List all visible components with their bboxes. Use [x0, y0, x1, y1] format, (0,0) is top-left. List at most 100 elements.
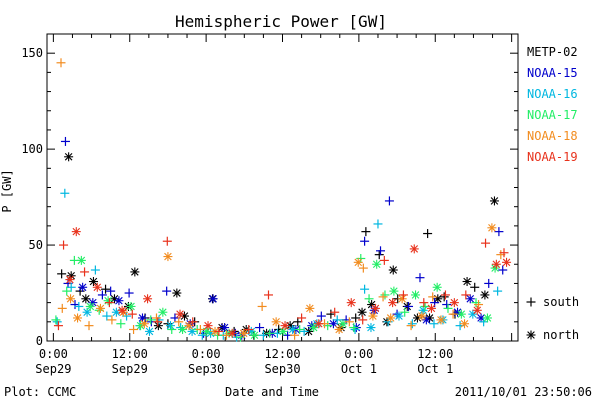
south-point: [151, 313, 161, 323]
north-point: [502, 257, 512, 267]
north-point: [143, 294, 153, 304]
south-point: [66, 282, 76, 292]
south-point: [106, 286, 116, 296]
north-point: [388, 298, 398, 308]
south-point: [379, 255, 389, 265]
south-point: [170, 313, 180, 323]
south-point: [499, 248, 509, 258]
x-tick-time-label: 12:00: [112, 347, 148, 361]
south-point: [461, 290, 471, 300]
south-point: [380, 290, 390, 300]
north-point: [280, 321, 290, 331]
north-point: [426, 303, 436, 313]
legend-entry: NOAA-15: [527, 66, 578, 80]
north-marker-legend: [526, 330, 536, 340]
south-point: [265, 328, 275, 338]
north-point: [366, 323, 376, 333]
south-point: [420, 301, 430, 311]
south-point: [101, 284, 111, 294]
y-tick-label: 150: [21, 46, 43, 60]
south-point: [97, 290, 107, 300]
south-point: [258, 330, 268, 340]
south-point: [474, 300, 484, 310]
south-point: [60, 136, 70, 146]
south-point: [361, 227, 371, 237]
south-point: [272, 328, 282, 338]
south-point: [124, 288, 134, 298]
north-point: [184, 321, 194, 331]
south-point: [57, 303, 67, 313]
north-point: [305, 303, 315, 313]
north-point: [386, 313, 396, 323]
north-point: [338, 319, 348, 329]
north-point: [220, 323, 230, 333]
footer-timestamp: 2011/10/01 23:50:06: [455, 385, 592, 399]
south-point: [57, 269, 67, 279]
marker-legend-label: north: [543, 328, 579, 342]
north-point: [163, 252, 173, 262]
south-point: [197, 330, 207, 340]
south-point: [481, 238, 491, 248]
south-point: [127, 309, 137, 319]
north-point: [78, 282, 88, 292]
south-point: [153, 317, 163, 327]
south-point: [358, 263, 368, 273]
legend-entry: NOAA-18: [527, 129, 578, 143]
north-point: [114, 296, 124, 306]
south-point: [423, 229, 433, 239]
south-point: [448, 309, 458, 319]
series-legend: METP-02 NOAA-15 NOAA-16 NOAA-17 NOAA-18 NOAA-…: [527, 45, 578, 164]
south-point: [360, 284, 370, 294]
north-point: [489, 196, 499, 206]
legend-entry: NOAA-19: [527, 150, 578, 164]
north-point: [208, 294, 218, 304]
x-tick-date-label: Sep29: [35, 362, 71, 376]
south-point: [360, 236, 370, 246]
north-point: [465, 294, 475, 304]
south-point: [373, 219, 383, 229]
y-tick-label: 100: [21, 142, 43, 156]
north-point: [482, 313, 492, 323]
north-point: [389, 286, 399, 296]
north-point: [397, 294, 407, 304]
south-point: [104, 298, 114, 308]
x-tick-time-label: 0:00: [344, 347, 373, 361]
north-point: [158, 307, 168, 317]
south-point: [297, 313, 307, 323]
south-point: [221, 330, 231, 340]
x-axis-label: Date and Time: [225, 385, 319, 399]
north-point: [239, 328, 249, 338]
south-point: [70, 300, 80, 310]
north-point: [271, 317, 281, 327]
south-point: [419, 298, 429, 308]
north-point: [436, 315, 446, 325]
marker-legend-label: south: [543, 295, 579, 309]
y-tick-label: 50: [29, 238, 43, 252]
y-axis-label: P [GW]: [0, 169, 14, 212]
south-point: [470, 282, 480, 292]
north-point: [153, 321, 163, 331]
south-point: [174, 317, 184, 327]
south-point: [295, 324, 305, 334]
south-point: [349, 323, 359, 333]
south-point: [400, 307, 410, 317]
south-point: [376, 246, 386, 256]
south-point: [332, 315, 342, 325]
south-point: [52, 317, 62, 327]
south-point: [80, 267, 90, 277]
south-point: [299, 326, 309, 336]
south-point: [56, 58, 66, 68]
north-point: [357, 307, 367, 317]
north-point: [368, 311, 378, 321]
legend-entry: METP-02: [527, 45, 578, 59]
south-point: [358, 315, 368, 325]
north-point: [175, 309, 185, 319]
south-point: [374, 250, 384, 260]
north-point: [394, 311, 404, 321]
south-point: [344, 317, 354, 327]
north-point: [165, 321, 175, 331]
x-tick-time-label: 0:00: [39, 347, 68, 361]
north-point: [81, 294, 91, 304]
